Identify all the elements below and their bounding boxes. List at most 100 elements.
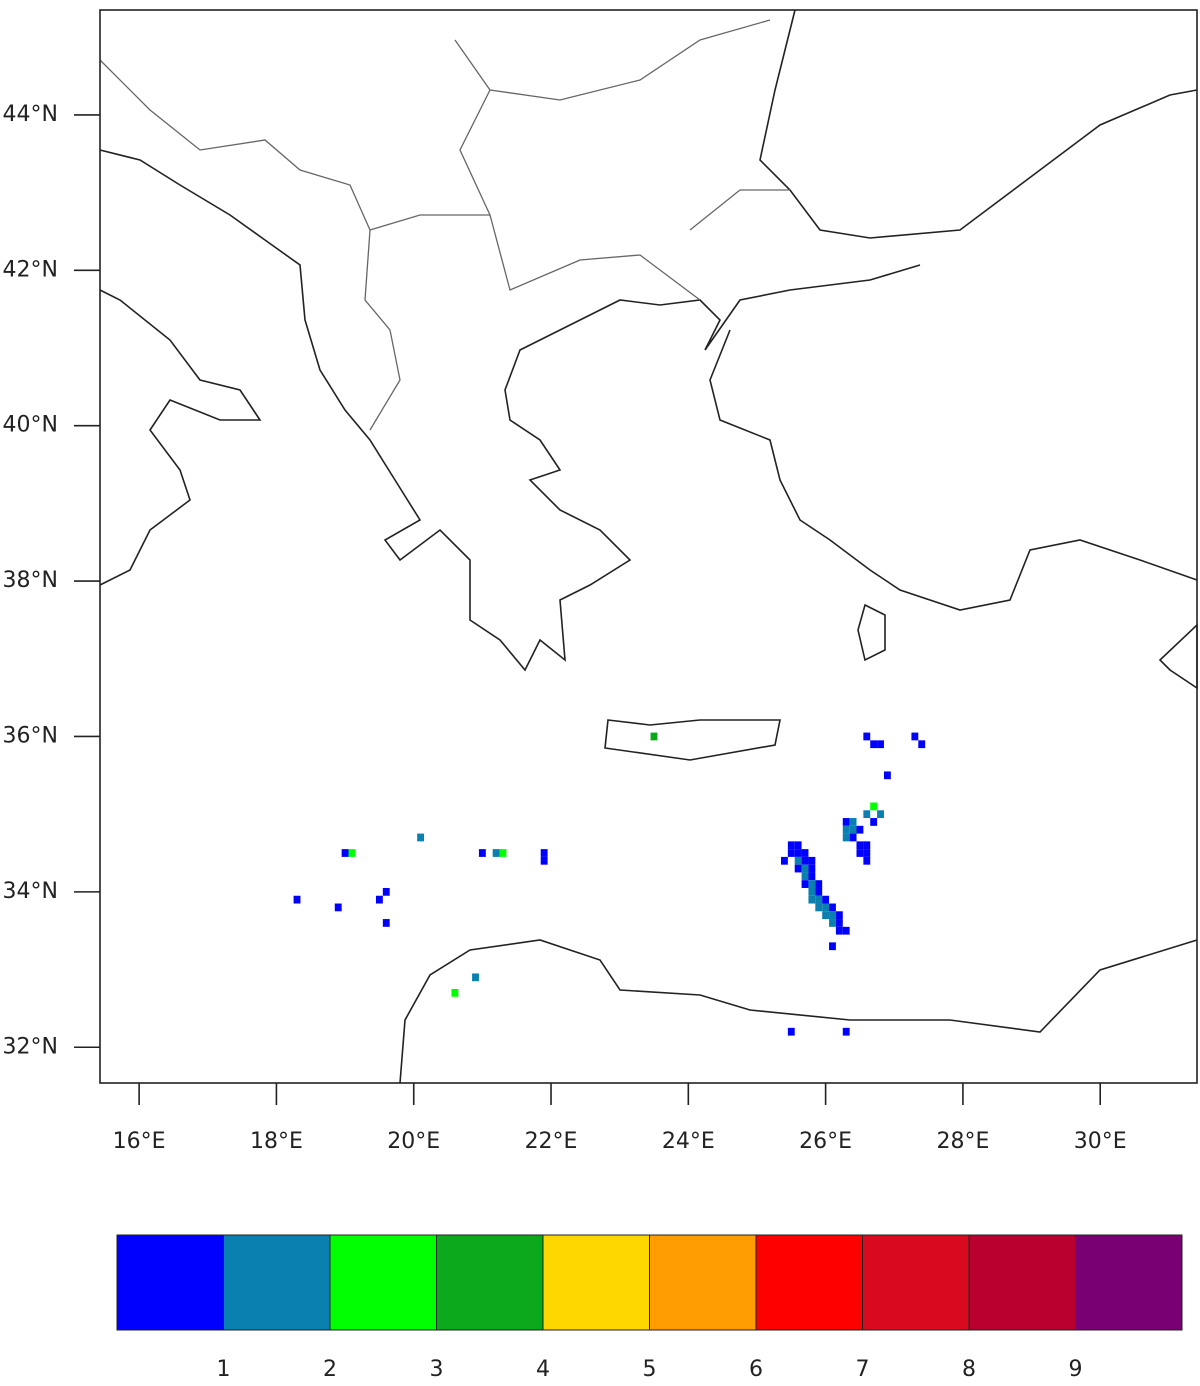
colorbar-box <box>329 1234 437 1331</box>
precip-cell <box>780 856 788 865</box>
precip-cell <box>829 911 836 920</box>
precip-cell <box>815 887 823 896</box>
borders <box>99 19 790 431</box>
precip-cell <box>808 872 816 881</box>
y-tick-label: 32°N <box>3 1034 58 1059</box>
precip-cell <box>842 833 850 842</box>
y-tick-label: 42°N <box>3 257 58 282</box>
precip-cell <box>808 887 816 896</box>
precip-cell <box>822 895 830 904</box>
x-tick-label: 30°E <box>1074 1129 1127 1154</box>
precip-cell <box>870 802 878 811</box>
precip-cell <box>540 856 548 865</box>
colorbar-box <box>116 1234 224 1331</box>
precip-cell <box>842 825 850 834</box>
x-tick-label: 28°E <box>936 1129 989 1154</box>
map-frame <box>99 9 1198 1084</box>
precip-cell <box>451 988 459 997</box>
precip-cell <box>334 903 342 912</box>
precip-cell <box>842 818 850 826</box>
precip-cell <box>794 849 802 857</box>
colorbar-box <box>436 1234 544 1331</box>
colorbar-label: 2 <box>323 1357 337 1382</box>
colorbar-label: 1 <box>217 1357 231 1382</box>
precip-cell <box>341 849 349 857</box>
colorbar-box <box>862 1234 970 1331</box>
precip-cell <box>863 841 871 850</box>
precip-cell <box>650 732 658 741</box>
y-tick-label: 36°N <box>3 723 58 748</box>
precip-cell <box>293 895 301 904</box>
precip-cell <box>856 849 864 857</box>
colorbar-label: 5 <box>643 1357 657 1382</box>
colorbar-box <box>223 1234 331 1331</box>
colorbar-box <box>1075 1234 1183 1331</box>
precip-cell <box>382 919 390 927</box>
precip-cell <box>787 1027 795 1036</box>
precip-cell <box>540 849 548 857</box>
colorbar-box <box>542 1234 650 1331</box>
precip-cell <box>794 841 802 850</box>
precip-cell <box>883 771 891 780</box>
precip-cell <box>808 880 816 888</box>
precip-cell <box>829 942 836 951</box>
precip-cell <box>911 732 919 741</box>
y-tick-label: 34°N <box>3 879 58 904</box>
precip-cell <box>801 880 809 888</box>
precip-cell <box>808 864 816 873</box>
x-tick-label: 16°E <box>113 1129 166 1154</box>
colorbar: 1 2 3 4 5 6 7 8 9 <box>116 1234 1183 1382</box>
precip-cell <box>870 818 878 826</box>
precip-cell <box>815 903 823 912</box>
precip-cell <box>417 833 425 842</box>
y-tick-label: 44°N <box>3 102 58 127</box>
precip-cell <box>835 926 843 935</box>
precip-cell <box>829 919 836 927</box>
precip-cell <box>375 895 383 904</box>
precip-cell <box>829 903 836 912</box>
x-tick-label: 24°E <box>662 1129 715 1154</box>
precip-cell <box>787 841 795 850</box>
precip-cell <box>856 825 864 834</box>
x-tick-label: 18°E <box>250 1129 303 1154</box>
precip-cell <box>499 849 507 857</box>
y-tick-label: 40°N <box>3 413 58 438</box>
precip-cell <box>801 849 809 857</box>
colorbar-label: 9 <box>1069 1357 1083 1382</box>
precip-cell <box>856 841 864 850</box>
precip-cell <box>492 849 500 857</box>
y-tick-label: 38°N <box>3 568 58 593</box>
precip-cell <box>918 740 926 749</box>
precip-cell <box>870 740 878 749</box>
precip-cell <box>863 810 871 819</box>
precip-cell <box>801 856 809 865</box>
precip-cell <box>348 849 356 857</box>
precip-cell <box>877 740 884 749</box>
colorbar-box <box>968 1234 1076 1331</box>
precip-cell <box>822 911 830 920</box>
precip-cell <box>849 818 857 826</box>
precip-cell <box>808 895 816 904</box>
precip-cell <box>472 973 479 982</box>
precip-cell <box>801 872 809 881</box>
precip-cell <box>863 849 871 857</box>
precip-cell <box>794 856 802 865</box>
colorbar-box <box>755 1234 863 1331</box>
precip-cell <box>801 864 809 873</box>
precip-cell <box>863 856 871 865</box>
precip-cell <box>815 880 823 888</box>
precip-cell <box>877 810 884 819</box>
precip-cell <box>794 864 802 873</box>
colorbar-label: 6 <box>749 1357 763 1382</box>
precip-cell <box>815 895 823 904</box>
precip-cell <box>835 919 843 927</box>
precip-cell <box>863 732 871 741</box>
precip-cells <box>293 732 926 1036</box>
precip-cell <box>842 926 850 935</box>
precip-cell <box>787 849 795 857</box>
x-tick-label: 22°E <box>525 1129 578 1154</box>
precip-cell <box>478 849 486 857</box>
colorbar-label: 3 <box>430 1357 444 1382</box>
x-tick-label: 26°E <box>799 1129 852 1154</box>
precip-cell <box>849 825 857 834</box>
